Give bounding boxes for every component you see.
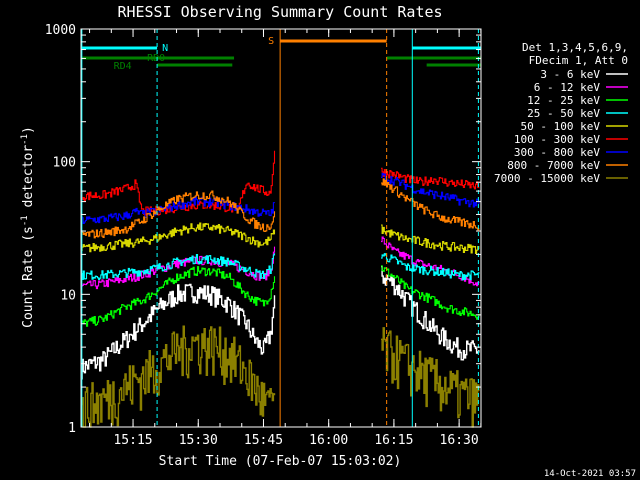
series-12-25-kev-segb	[381, 265, 480, 320]
legend-label-7: 800 - 7000 keV	[507, 159, 600, 172]
plot-area: N S RD0 RD4	[81, 29, 481, 428]
x-tick-label-5: 16:30	[440, 433, 479, 448]
legend-header-0: Det 1,3,4,5,6,9,	[522, 41, 628, 54]
series-800-7000-kev-sega	[81, 190, 276, 239]
y-axis-label-sup2: -1	[20, 134, 30, 145]
legend-label-3: 25 - 50 keV	[527, 107, 600, 120]
y-tick-label-0: 1	[68, 421, 76, 436]
series-300-800-kev-sega	[81, 196, 276, 224]
x-tick-label-2: 15:45	[244, 433, 283, 448]
band-label-rd0: RD0	[147, 53, 165, 64]
y-axis-label-mid: detector	[21, 145, 36, 216]
band-label-n: N	[162, 43, 168, 54]
x-tick-label-0: 15:15	[113, 433, 152, 448]
series-50-100-kev-segb	[381, 224, 480, 255]
x-tick-label-4: 16:15	[374, 433, 413, 448]
x-tick-label-3: 16:00	[309, 433, 348, 448]
series-800-7000-kev-segb	[381, 178, 480, 231]
legend-label-5: 100 - 300 keV	[514, 133, 600, 146]
series-100-300-kev-segb	[381, 167, 480, 190]
band-label-rd4: RD4	[114, 61, 132, 72]
y-axis-label-main: Count Rate (s	[21, 226, 36, 328]
legend-label-4: 50 - 100 keV	[521, 120, 601, 133]
y-axis-label-sup1: -1	[20, 215, 30, 226]
x-axis: 15:15 15:30 15:45 16:00 16:15 16:30	[89, 29, 482, 448]
y-tick-label-1: 10	[60, 288, 76, 303]
legend-label-1: 6 - 12 keV	[534, 81, 601, 94]
y-tick-label-2: 100	[53, 156, 76, 171]
series-50-100-kev-sega	[81, 222, 276, 253]
series-6-12-kev-sega	[81, 246, 276, 290]
series-25-50-kev-sega	[81, 253, 276, 280]
y-tick-label-3: 1000	[45, 23, 76, 38]
series-3-6-kev-sega	[81, 283, 276, 380]
series-12-25-kev-sega	[81, 266, 276, 327]
series-25-50-kev-segb	[381, 253, 480, 281]
legend-label-2: 12 - 25 keV	[527, 94, 600, 107]
chart-title: RHESSI Observing Summary Count Rates	[117, 3, 442, 21]
legend-label-8: 7000 - 15000 keV	[494, 172, 600, 185]
band-label-s: S	[268, 36, 274, 47]
timestamp: 14-Oct-2021 03:57	[544, 469, 636, 479]
y-axis: 1 10 100 1000	[45, 23, 481, 436]
series-7000-15000-kev-sega	[81, 325, 276, 428]
legend: Det 1,3,4,5,6,9,FDecim 1, Att 03 - 6 keV…	[494, 41, 628, 185]
legend-header-1: FDecim 1, Att 0	[529, 54, 628, 67]
legend-label-6: 300 - 800 keV	[514, 146, 600, 159]
series-300-800-kev-segb	[381, 172, 480, 208]
x-tick-label-1: 15:30	[179, 433, 218, 448]
legend-label-0: 3 - 6 keV	[540, 68, 600, 81]
x-axis-label: Start Time (07-Feb-07 15:03:02)	[159, 454, 402, 469]
plot-frame	[80, 28, 482, 428]
series-3-6-kev-segb	[381, 265, 480, 361]
series-7000-15000-kev-segb	[381, 327, 480, 428]
y-axis-label: Count Rate (s-1 detector-1)	[20, 126, 36, 328]
y-axis-label-end: )	[21, 126, 36, 134]
